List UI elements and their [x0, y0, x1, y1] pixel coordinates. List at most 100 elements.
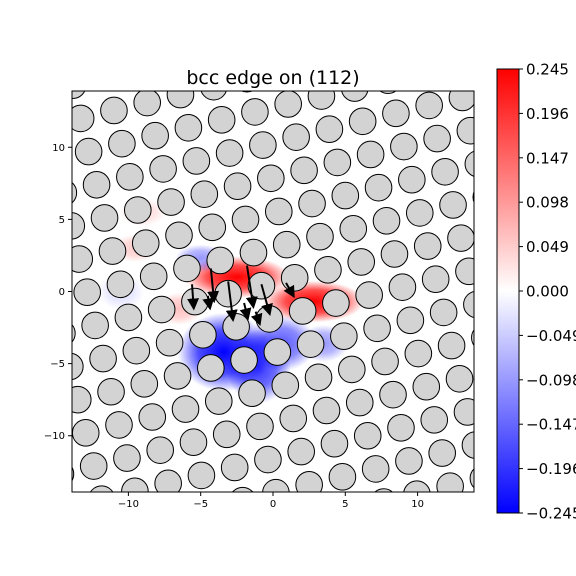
atom	[379, 91, 397, 94]
atom	[345, 388, 374, 417]
colorbar-tick-label: −0.245	[526, 505, 576, 523]
atom	[190, 180, 219, 208]
atom	[89, 344, 117, 373]
atom	[122, 336, 151, 365]
atom	[114, 303, 143, 332]
atom	[215, 139, 244, 167]
atom	[182, 147, 211, 175]
atom	[174, 113, 203, 142]
displacement-arrow	[260, 284, 273, 317]
atom	[287, 437, 316, 466]
displacement-arrow	[250, 311, 263, 327]
atom	[413, 232, 442, 260]
atom	[331, 181, 360, 210]
atom	[204, 387, 233, 415]
displacement-arrow	[225, 281, 238, 322]
colorbar-bar	[496, 68, 520, 514]
atom	[420, 406, 449, 434]
atom	[428, 439, 456, 467]
atom	[141, 121, 169, 150]
atom	[453, 398, 474, 426]
colorbar-tick-label: 0.147	[526, 149, 569, 167]
colorbar-tick-label: 0.049	[526, 238, 569, 256]
atom	[197, 354, 225, 382]
atom	[72, 352, 84, 381]
atom	[106, 270, 135, 299]
colorbar: 0.245 0.196 0.147 0.098 0.049 0.000 −0.049 −0.0…	[496, 61, 576, 523]
y-tick-label: −10	[44, 431, 65, 442]
colorbar-tick-label: 0.000	[526, 283, 569, 301]
atom	[81, 311, 109, 340]
y-tick-label: −5	[50, 359, 65, 370]
atom	[72, 419, 100, 447]
atom	[298, 189, 326, 218]
atom	[72, 245, 94, 273]
atom	[146, 436, 175, 464]
atom	[347, 248, 376, 276]
atom	[130, 370, 159, 398]
y-tick-label: 0	[59, 287, 65, 298]
atom	[189, 320, 217, 349]
atom	[339, 214, 368, 243]
atom	[348, 107, 377, 136]
displacement-arrow	[283, 282, 295, 299]
atom	[89, 485, 114, 492]
atom	[72, 323, 76, 343]
x-tick-label: −10	[118, 499, 139, 510]
atom	[72, 466, 75, 482]
atom	[363, 314, 391, 343]
atom	[104, 91, 108, 92]
displacement-arrow	[187, 284, 200, 311]
atom	[341, 91, 369, 102]
atom	[288, 297, 317, 325]
atom	[116, 163, 144, 191]
atom	[220, 453, 249, 482]
atom	[179, 428, 208, 457]
atom	[230, 346, 258, 374]
atom	[390, 132, 418, 161]
atom-layer	[55, 91, 474, 521]
atom	[436, 472, 464, 492]
atom	[469, 468, 474, 489]
atom	[231, 205, 260, 234]
atom	[423, 124, 451, 153]
atom	[155, 328, 184, 357]
atom	[388, 273, 417, 301]
atom	[445, 364, 474, 393]
atom	[257, 164, 285, 193]
atom	[207, 106, 236, 134]
x-tick-label: 0	[270, 499, 276, 510]
atom	[55, 494, 82, 521]
atom	[437, 331, 466, 360]
atom	[149, 155, 177, 183]
atom	[421, 265, 450, 294]
atom	[412, 372, 441, 401]
atom	[231, 486, 254, 492]
atom	[72, 91, 86, 100]
atom	[463, 290, 474, 318]
displacement-arrow	[207, 268, 220, 304]
atom	[139, 262, 168, 291]
atom	[328, 463, 357, 491]
x-axis: −10 −5 0 5 10	[118, 492, 424, 510]
atom	[113, 444, 141, 472]
displacement-arrow	[202, 295, 215, 311]
y-tick-label: 5	[59, 215, 65, 226]
atom	[97, 377, 125, 406]
atom	[322, 289, 350, 317]
atom	[98, 237, 127, 265]
atom	[461, 431, 474, 459]
atom	[296, 330, 325, 358]
atom	[472, 190, 474, 204]
chart-title: bcc edge on (112)	[186, 67, 359, 89]
atom	[355, 281, 383, 309]
atom	[181, 287, 209, 316]
y-axis: −10 −5 0 5 10	[44, 143, 72, 442]
atom	[448, 91, 474, 112]
atom	[163, 362, 192, 390]
atom	[187, 461, 216, 490]
atom	[246, 412, 274, 441]
atom	[264, 197, 293, 226]
atom	[464, 150, 474, 177]
